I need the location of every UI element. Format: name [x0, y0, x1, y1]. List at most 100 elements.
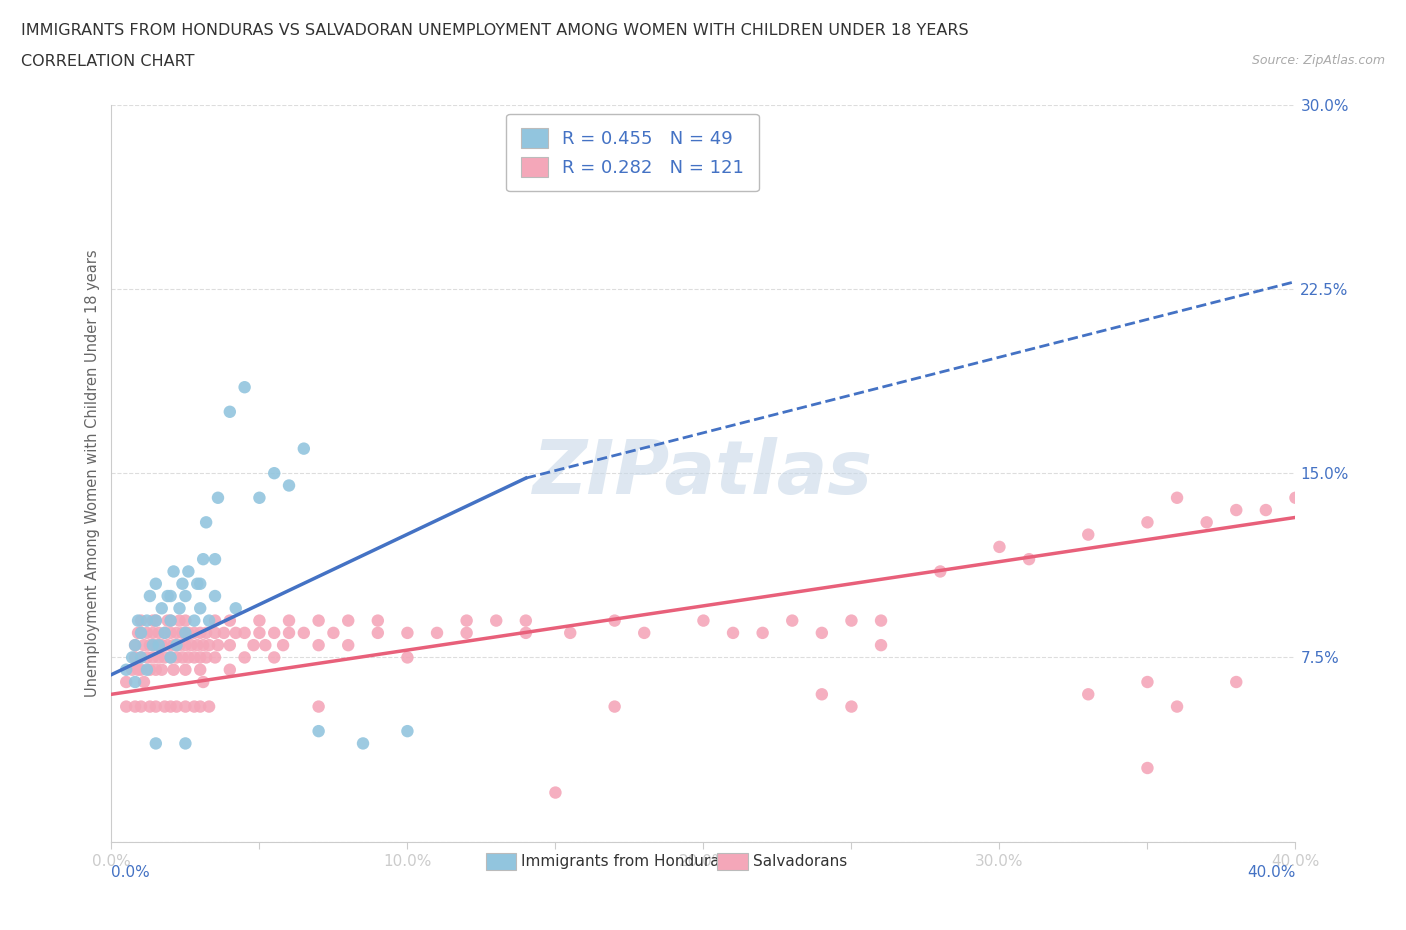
Point	[1136, 515, 1159, 530]
Point	[183, 650, 205, 665]
Point	[159, 626, 181, 641]
Point	[233, 650, 256, 665]
Point	[233, 626, 256, 641]
Point	[1077, 527, 1099, 542]
Point	[145, 662, 167, 677]
Point	[195, 650, 218, 665]
Point	[129, 650, 152, 665]
Point	[278, 613, 301, 628]
Point	[1195, 515, 1218, 530]
Point	[1077, 687, 1099, 702]
Point	[186, 638, 208, 653]
Point	[207, 490, 229, 505]
Point	[139, 699, 162, 714]
Point	[751, 626, 773, 641]
Point	[456, 626, 478, 641]
Point	[156, 613, 179, 628]
Point	[136, 662, 159, 677]
Point	[207, 638, 229, 653]
Text: IMMIGRANTS FROM HONDURAS VS SALVADORAN UNEMPLOYMENT AMONG WOMEN WITH CHILDREN UN: IMMIGRANTS FROM HONDURAS VS SALVADORAN U…	[21, 23, 969, 38]
Point	[263, 650, 285, 665]
Point	[426, 626, 449, 641]
Point	[198, 638, 221, 653]
Point	[150, 638, 173, 653]
Point	[212, 626, 235, 641]
Point	[142, 626, 165, 641]
Point	[337, 638, 360, 653]
Point	[159, 613, 181, 628]
Point	[544, 785, 567, 800]
Point	[139, 638, 162, 653]
Point	[396, 650, 419, 665]
Point	[560, 626, 582, 641]
Point	[142, 650, 165, 665]
Point	[150, 601, 173, 616]
Point	[150, 662, 173, 677]
Point	[292, 441, 315, 456]
Text: ZIPatlas: ZIPatlas	[533, 437, 873, 510]
Point	[692, 613, 714, 628]
Point	[1166, 699, 1188, 714]
Point	[218, 613, 240, 628]
Point	[249, 613, 271, 628]
Point	[124, 638, 146, 653]
Point	[159, 613, 181, 628]
Point	[159, 589, 181, 604]
Point	[129, 650, 152, 665]
Point	[129, 662, 152, 677]
Point	[396, 724, 419, 738]
Point	[148, 650, 170, 665]
Point	[162, 638, 184, 653]
Point	[159, 650, 181, 665]
Point	[172, 650, 194, 665]
Point	[204, 589, 226, 604]
Text: CORRELATION CHART: CORRELATION CHART	[21, 54, 194, 69]
Y-axis label: Unemployment Among Women with Children Under 18 years: Unemployment Among Women with Children U…	[86, 249, 100, 697]
Point	[929, 564, 952, 578]
Point	[183, 699, 205, 714]
Point	[166, 699, 188, 714]
Point	[153, 626, 176, 641]
Point	[841, 699, 863, 714]
Point	[188, 662, 211, 677]
Point	[308, 613, 330, 628]
Point	[153, 626, 176, 641]
Point	[188, 577, 211, 591]
Point	[174, 699, 197, 714]
Point	[263, 466, 285, 481]
Point	[124, 674, 146, 689]
Point	[603, 613, 626, 628]
Point	[174, 613, 197, 628]
Point	[188, 699, 211, 714]
Point	[218, 662, 240, 677]
Point	[156, 638, 179, 653]
Legend: R = 0.455   N = 49, R = 0.282   N = 121: R = 0.455 N = 49, R = 0.282 N = 121	[506, 113, 759, 192]
Text: Immigrants from Honduras: Immigrants from Honduras	[520, 854, 727, 869]
Point	[1018, 551, 1040, 566]
Point	[115, 662, 138, 677]
Point	[198, 699, 221, 714]
Point	[148, 626, 170, 641]
Point	[127, 662, 149, 677]
Point	[515, 613, 537, 628]
Point	[142, 613, 165, 628]
Point	[249, 490, 271, 505]
Point	[721, 626, 744, 641]
Point	[193, 674, 215, 689]
Point	[254, 638, 277, 653]
Point	[159, 699, 181, 714]
Point	[198, 613, 221, 628]
Point	[188, 626, 211, 641]
Point	[870, 613, 893, 628]
Text: Source: ZipAtlas.com: Source: ZipAtlas.com	[1251, 54, 1385, 67]
Point	[177, 564, 200, 578]
Point	[278, 626, 301, 641]
Point	[129, 626, 152, 641]
Point	[263, 626, 285, 641]
Point	[456, 613, 478, 628]
Point	[124, 650, 146, 665]
Point	[633, 626, 655, 641]
Point	[129, 613, 152, 628]
Point	[174, 736, 197, 751]
Point	[145, 613, 167, 628]
